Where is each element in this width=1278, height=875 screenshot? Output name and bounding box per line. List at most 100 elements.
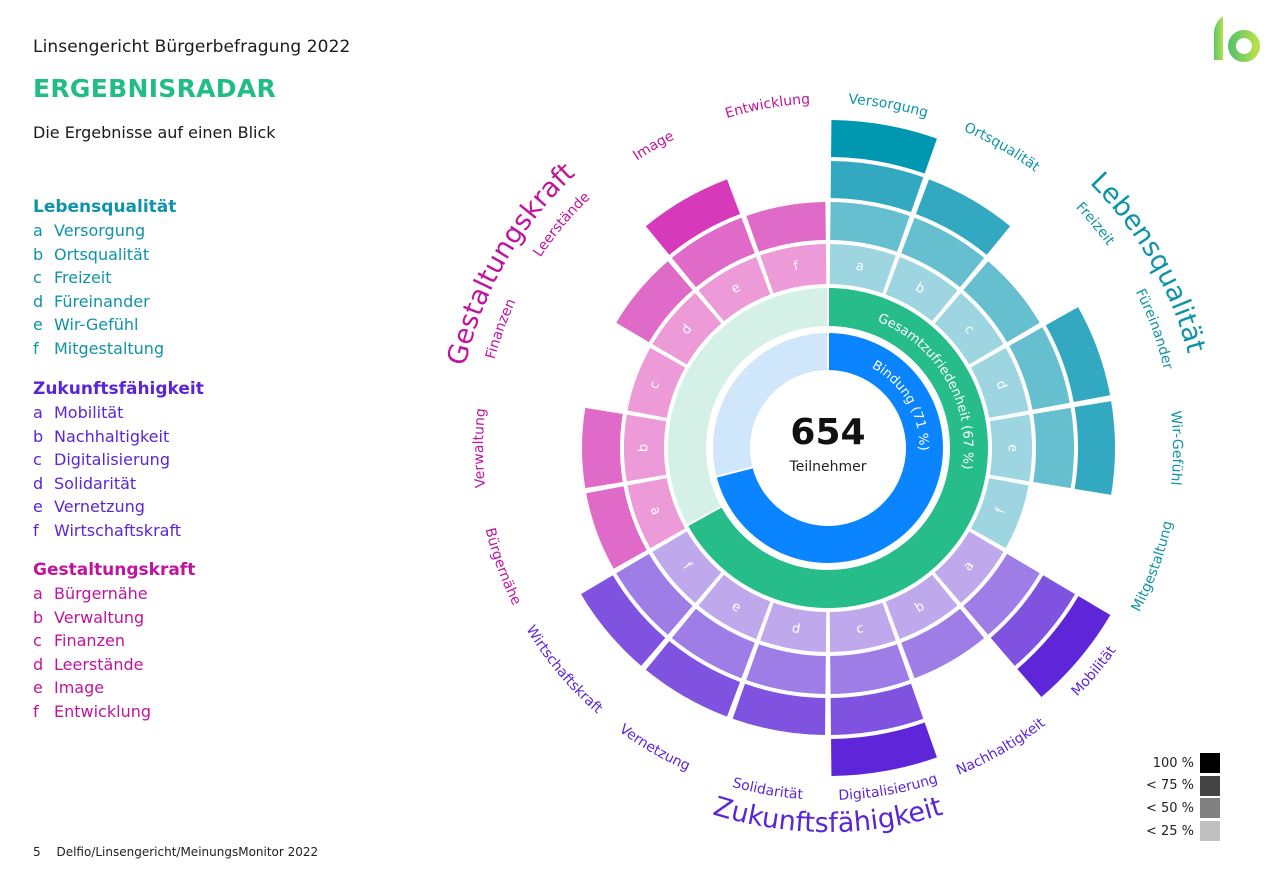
legend-item-letter: a	[33, 221, 43, 240]
legend-item-label: Solidarität	[54, 473, 137, 493]
segment-gestaltungskraft-c-level-1	[627, 347, 686, 418]
segment-gestaltungskraft-d-level-1	[652, 293, 722, 365]
legend-item-label: Nachhaltigkeit	[54, 426, 170, 446]
segment-letter: f	[993, 506, 1009, 516]
segment-label: Wirtschaftskraft	[523, 623, 606, 718]
legend-group-lebensqualitaet: Lebensqualität a Versorgung b Ortsqualität c F…	[33, 197, 176, 361]
legend-item: c Freizeit	[33, 266, 176, 290]
segment-lebensqualität-b-level-1	[885, 257, 958, 322]
legend-group-title: Zukunftsfähigkeit	[33, 379, 204, 399]
legend-item-letter: e	[33, 497, 43, 517]
segment-gestaltungskraft-b-level-1	[624, 414, 667, 482]
segment-lebensqualität-d-level-2	[1009, 327, 1070, 410]
segment-letter: d	[791, 621, 802, 637]
legend-item-label: Mitgestaltung	[54, 338, 165, 358]
ring-separator	[715, 466, 754, 478]
segment-zukunftsfähigkeit-a-level-2	[963, 553, 1040, 635]
scale-label: < 25 %	[1145, 823, 1194, 839]
legend-item-letter: a	[33, 403, 43, 422]
segment-zukunftsfähigkeit-a-level-4	[1017, 596, 1111, 698]
segment-zukunftsfähigkeit-e-level-2	[671, 608, 755, 679]
legend-group-zukunftsfaehigkeit: Zukunftsfähigkeit a Mobilität b Nachhaltigke…	[33, 379, 204, 543]
page-title: ERGEBNISRADAR	[33, 74, 277, 103]
segment-zukunftsfähigkeit-c-level-1	[829, 602, 896, 652]
legend-item-letter: e	[33, 678, 43, 698]
participant-label: Teilnehmer	[789, 459, 867, 475]
scale-row: 100 %	[1130, 752, 1220, 775]
legend-item: a Versorgung	[33, 219, 176, 243]
segment-label: Verwaltung	[471, 407, 489, 488]
segment-zukunftsfähigkeit-b-level-2	[901, 608, 985, 679]
segment-lebensqualität-a-level-4	[831, 120, 937, 174]
legend-item: e Wir-Gefühl	[33, 313, 176, 337]
legend-item-letter: f	[33, 520, 39, 540]
segment-zukunftsfähigkeit-c-level-4	[831, 722, 937, 776]
segment-gestaltungskraft-f-level-2	[746, 202, 826, 252]
legend-item: e Vernetzung	[33, 495, 204, 519]
legend-item: d Füreinander	[33, 290, 176, 314]
segment-label: Vernetzung	[616, 721, 692, 774]
segment-gestaltungskraft-d-level-2	[616, 261, 693, 343]
segment-label: Ortsqualität	[962, 120, 1043, 176]
legend-item-letter: c	[33, 450, 42, 470]
ring-bindung-remainder	[712, 333, 828, 477]
segment-zukunftsfähigkeit-f-level-2	[616, 553, 693, 635]
segment-label-text: Bürgernähe	[482, 526, 525, 608]
legend-item-label: Mobilität	[54, 403, 124, 422]
legend-item-letter: f	[33, 701, 39, 721]
legend-item-letter: f	[33, 338, 39, 358]
segment-label-text: Verwaltung	[471, 407, 489, 488]
segment-zukunftsfähigkeit-b-level-1	[885, 574, 958, 639]
segment-letter: a	[855, 259, 865, 275]
segment-gestaltungskraft-a-level-1	[627, 478, 686, 549]
scale-swatch	[1200, 775, 1220, 796]
legend-item: c Digitalisierung	[33, 448, 204, 472]
legend-item: f Mitgestaltung	[33, 337, 176, 361]
group-label: Zukunftsfähigkeit	[710, 791, 946, 839]
legend-item-label: Ortsqualität	[54, 244, 150, 264]
scale-swatch	[1200, 798, 1220, 819]
segment-gestaltungskraft-a-level-2	[586, 486, 647, 569]
segment-lebensqualität-a-level-3	[830, 161, 924, 213]
group-label: Gestaltungskraft	[442, 157, 581, 368]
segment-label-text: Entwicklung	[723, 91, 810, 122]
segment-lebensqualität-d-level-1	[970, 347, 1029, 418]
legend-item-letter: a	[33, 584, 43, 603]
scale-row: < 75 %	[1130, 775, 1220, 798]
segment-zukunftsfähigkeit-a-level-1	[934, 531, 1004, 603]
segment-letter: b	[637, 444, 652, 452]
legend-item-label: Entwicklung	[54, 701, 151, 721]
legend-item-label: Freizeit	[54, 268, 112, 288]
segment-letter: c	[855, 621, 865, 637]
segment-label: Image	[630, 128, 676, 164]
segment-lebensqualität-e-level-3	[1074, 401, 1115, 495]
ring-separator	[686, 505, 723, 527]
legend-item: b Verwaltung	[33, 606, 195, 630]
segment-zukunftsfähigkeit-f-level-1	[652, 531, 722, 603]
scale-row: < 25 %	[1130, 820, 1220, 843]
segment-letter: c	[647, 379, 664, 391]
legend-item: b Ortsqualität	[33, 243, 176, 267]
legend-item: f Wirtschaftskraft	[33, 519, 204, 543]
legend-item-label: Wir-Gefühl	[54, 315, 139, 335]
legend-item-label: Versorgung	[54, 221, 146, 240]
legend-item-letter: c	[33, 268, 42, 288]
scale-label: < 50 %	[1145, 800, 1194, 816]
segment-zukunftsfähigkeit-e-level-1	[698, 574, 771, 639]
legend-item: a Bürgernähe	[33, 582, 195, 606]
segment-lebensqualität-c-level-2	[963, 261, 1040, 343]
legend-group-title: Lebensqualität	[33, 197, 177, 217]
report-supertitle: Linsengericht Bürgerbefragung 2022	[33, 37, 351, 57]
page-number: 5	[33, 845, 41, 859]
segment-label-text: Nachhaltigkeit	[954, 715, 1049, 779]
segment-gestaltungskraft-b-level-2	[581, 407, 623, 489]
segment-label-text: Ortsqualität	[962, 120, 1043, 176]
segment-gestaltungskraft-e-level-1	[698, 257, 771, 322]
segment-label: Wir-Gefühl	[1167, 410, 1185, 486]
legend-item-letter: b	[33, 607, 44, 627]
group-label-text: Zukunftsfähigkeit	[710, 791, 946, 839]
scale-swatch	[1200, 821, 1220, 842]
segment-label-text: Wirtschaftskraft	[523, 623, 606, 718]
footer-text: Delfio/Linsengericht/MeinungsMonitor 202…	[56, 845, 319, 859]
